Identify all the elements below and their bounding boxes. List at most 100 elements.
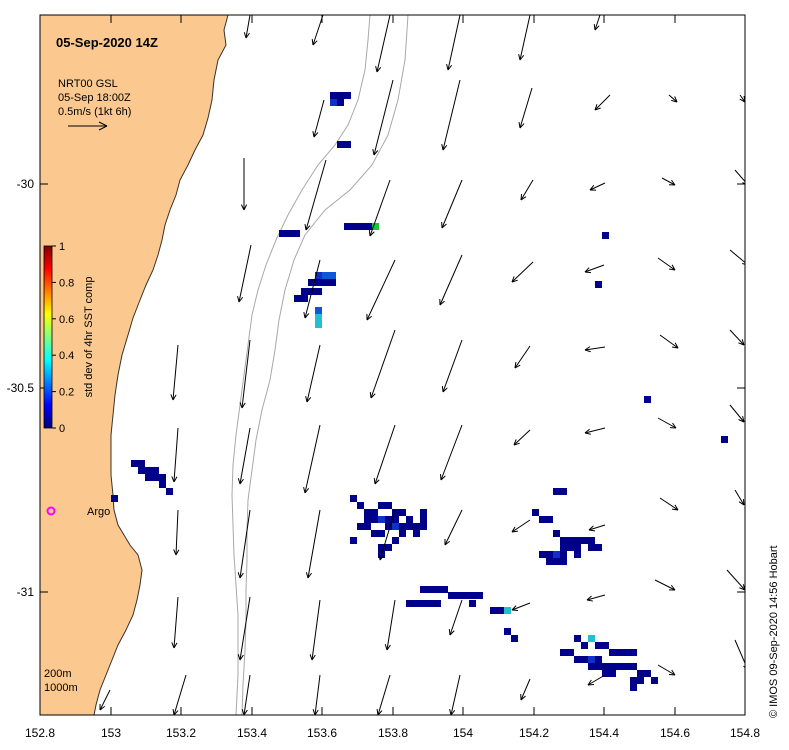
sst-cell (497, 607, 504, 614)
isobath-1000m (241, 15, 409, 715)
current-arrow (99, 689, 111, 711)
sst-cell (462, 592, 469, 599)
credit-text: © IMOS 09-Sep-2020 14:56 Hobart (768, 545, 780, 718)
current-arrow (311, 15, 324, 46)
sst-cell (371, 516, 378, 523)
sst-cell (406, 516, 413, 523)
sst-cell (630, 663, 637, 670)
sst-cell (567, 544, 574, 551)
current-arrow (240, 158, 248, 211)
current-arrow (376, 674, 391, 715)
current-arrow (518, 15, 531, 61)
argo-label: Argo (87, 506, 110, 518)
sst-cell (399, 509, 406, 516)
current-arrow (668, 94, 678, 103)
sst-cell (330, 92, 337, 99)
sst-cell (595, 642, 602, 649)
x-tick-label: 153.6 (307, 726, 337, 740)
current-arrow (237, 596, 251, 661)
sst-cell (315, 321, 322, 328)
current-arrow (309, 599, 321, 661)
sst-cell (553, 558, 560, 565)
sst-cell (539, 516, 546, 523)
x-tick-label: 152.8 (25, 726, 55, 740)
colorbar-label: std dev of 4hr SST comp (83, 277, 95, 398)
current-arrow (657, 664, 676, 676)
x-axis: 152.8 153 153.2 153.4 153.6 153.8 154 154.2 154.… (25, 15, 760, 740)
sst-cell (344, 92, 351, 99)
y-tick-label: -31 (17, 585, 35, 599)
x-tick-label: 153.8 (378, 726, 408, 740)
sst-cell (152, 474, 159, 481)
current-arrow (441, 79, 461, 151)
sst-cell (637, 677, 644, 684)
vector-scale-label: 0.5m/s (1kt 6h) (58, 106, 131, 118)
sst-cell (574, 544, 581, 551)
scale-arrow-icon (68, 121, 108, 131)
sst-cell (392, 509, 399, 516)
sst-cell (378, 502, 385, 509)
sst-cell (427, 600, 434, 607)
sst-cell (385, 516, 392, 523)
current-arrow (593, 15, 601, 31)
sst-cell (574, 537, 581, 544)
current-arrow (657, 257, 676, 271)
sst-cell (511, 635, 518, 642)
sst-cell (420, 600, 427, 607)
sst-cell (553, 551, 560, 558)
current-arrow (588, 524, 606, 532)
sst-cell (420, 523, 427, 530)
current-arrow (373, 424, 396, 485)
colorbar-tick-label: 1 (59, 241, 65, 253)
current-arrow (172, 674, 187, 715)
current-arrow (594, 94, 611, 111)
current-arrow (586, 594, 606, 602)
sst-cell (378, 530, 385, 537)
sst-cell (372, 223, 379, 230)
sst-cell (337, 92, 344, 99)
sst-cell (588, 656, 595, 663)
sst-cell (330, 99, 337, 106)
current-arrow (372, 79, 394, 156)
colorbar-tick-label: 0.4 (59, 350, 74, 362)
sst-cell (399, 523, 406, 530)
current-vectors (99, 15, 745, 715)
sst-cell (630, 684, 637, 691)
sst-cell (595, 663, 602, 670)
sst-cell (392, 516, 399, 523)
sst-cell (588, 537, 595, 544)
sst-cell (152, 467, 159, 474)
current-arrow (514, 345, 531, 369)
sst-cell (441, 586, 448, 593)
product-label: NRT00 GSL (58, 78, 118, 90)
current-arrow (378, 509, 396, 561)
current-arrow (584, 427, 606, 435)
current-arrow (312, 99, 325, 138)
sst-cell (602, 670, 609, 677)
sst-cell (476, 592, 483, 599)
current-arrow (384, 599, 396, 651)
sst-cell (595, 656, 602, 663)
current-arrow (237, 244, 252, 303)
sst-cell (294, 295, 301, 302)
current-arrow (304, 159, 327, 231)
current-arrow (439, 424, 463, 481)
sst-cell (315, 288, 322, 295)
sst-cell (602, 232, 609, 239)
sst-cell (602, 642, 609, 649)
current-arrow (729, 404, 745, 423)
sst-cell (138, 467, 145, 474)
sst-cell (365, 223, 372, 230)
sst-cell (293, 230, 300, 237)
current-arrow (366, 259, 396, 321)
sst-cell (448, 592, 455, 599)
sst-cell (532, 509, 539, 516)
current-arrow (587, 674, 606, 686)
sst-cell (469, 600, 476, 607)
current-arrow (661, 177, 676, 186)
sst-cell (721, 436, 728, 443)
current-arrow (305, 509, 321, 579)
colorbar-tick-label: 0.6 (59, 314, 74, 326)
sst-cell (111, 495, 118, 502)
colorbar-tick-label: 0 (59, 423, 65, 435)
